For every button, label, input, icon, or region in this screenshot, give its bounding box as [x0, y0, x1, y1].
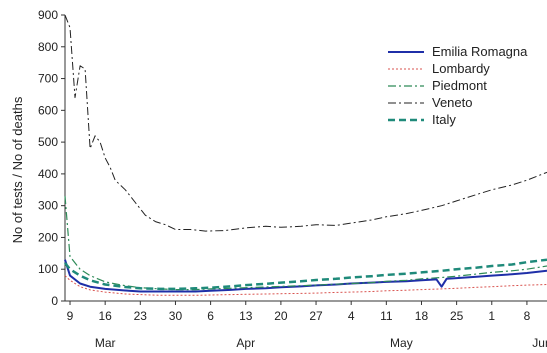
x-tick-label: 23 — [134, 309, 148, 323]
x-tick-label: 8 — [524, 309, 531, 323]
x-tick-label: 20 — [274, 309, 288, 323]
x-tick-label: 9 — [67, 309, 74, 323]
y-tick-label: 0 — [51, 294, 58, 308]
x-tick-label: 16 — [98, 309, 112, 323]
series-line-veneto — [64, 14, 547, 232]
legend-label: Italy — [432, 112, 456, 127]
y-tick-label: 300 — [38, 199, 58, 213]
y-axis-ticks: 0 100 200 300 400 500 600 700 800 900 — [38, 8, 65, 308]
y-tick-label: 200 — [38, 230, 58, 244]
month-label: Apr — [236, 336, 255, 350]
x-tick-label: 30 — [169, 309, 183, 323]
axes — [64, 15, 547, 302]
legend: Emilia Romagna Lombardy Piedmont Veneto Ital… — [388, 44, 528, 127]
legend-label: Lombardy — [432, 61, 490, 76]
series-line-italy — [64, 258, 547, 291]
x-tick-label: 6 — [207, 309, 214, 323]
y-tick-label: 600 — [38, 103, 58, 117]
y-tick-label: 100 — [38, 262, 58, 276]
month-labels: Mar Apr May Jun — [95, 336, 547, 350]
x-tick-label: 27 — [309, 309, 323, 323]
y-tick-label: 800 — [38, 40, 58, 54]
y-tick-label: 700 — [38, 72, 58, 86]
month-label: May — [390, 336, 413, 350]
series-line-piedmont — [64, 196, 547, 291]
y-axis-label: No of tests / No of deaths — [10, 96, 25, 243]
month-label: Mar — [95, 336, 116, 350]
y-tick-label: 500 — [38, 135, 58, 149]
series-line-lombardy — [64, 275, 547, 296]
y-tick-label: 400 — [38, 167, 58, 181]
x-axis-ticks: 9 16 23 30 6 13 20 27 4 11 18 25 1 8 — [67, 301, 531, 323]
month-label: Jun — [532, 336, 547, 350]
series-line-emilia-romagna — [64, 259, 547, 293]
legend-label: Emilia Romagna — [432, 44, 528, 59]
x-tick-label: 18 — [415, 309, 429, 323]
x-tick-label: 11 — [380, 309, 393, 323]
series-lines — [64, 14, 547, 296]
legend-label: Veneto — [432, 95, 473, 110]
y-tick-label: 900 — [38, 8, 58, 22]
legend-label: Piedmont — [432, 78, 487, 93]
x-tick-label: 25 — [450, 309, 464, 323]
x-tick-label: 1 — [488, 309, 495, 323]
x-tick-label: 4 — [348, 309, 355, 323]
x-tick-label: 13 — [239, 309, 253, 323]
